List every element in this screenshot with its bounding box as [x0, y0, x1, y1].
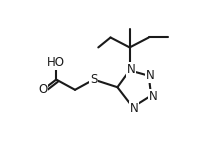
Text: N: N	[129, 102, 138, 115]
Text: HO: HO	[47, 56, 65, 69]
Text: O: O	[38, 83, 48, 96]
Text: N: N	[146, 69, 155, 82]
Text: S: S	[90, 73, 97, 86]
Text: N: N	[126, 63, 135, 76]
Text: N: N	[148, 90, 157, 103]
